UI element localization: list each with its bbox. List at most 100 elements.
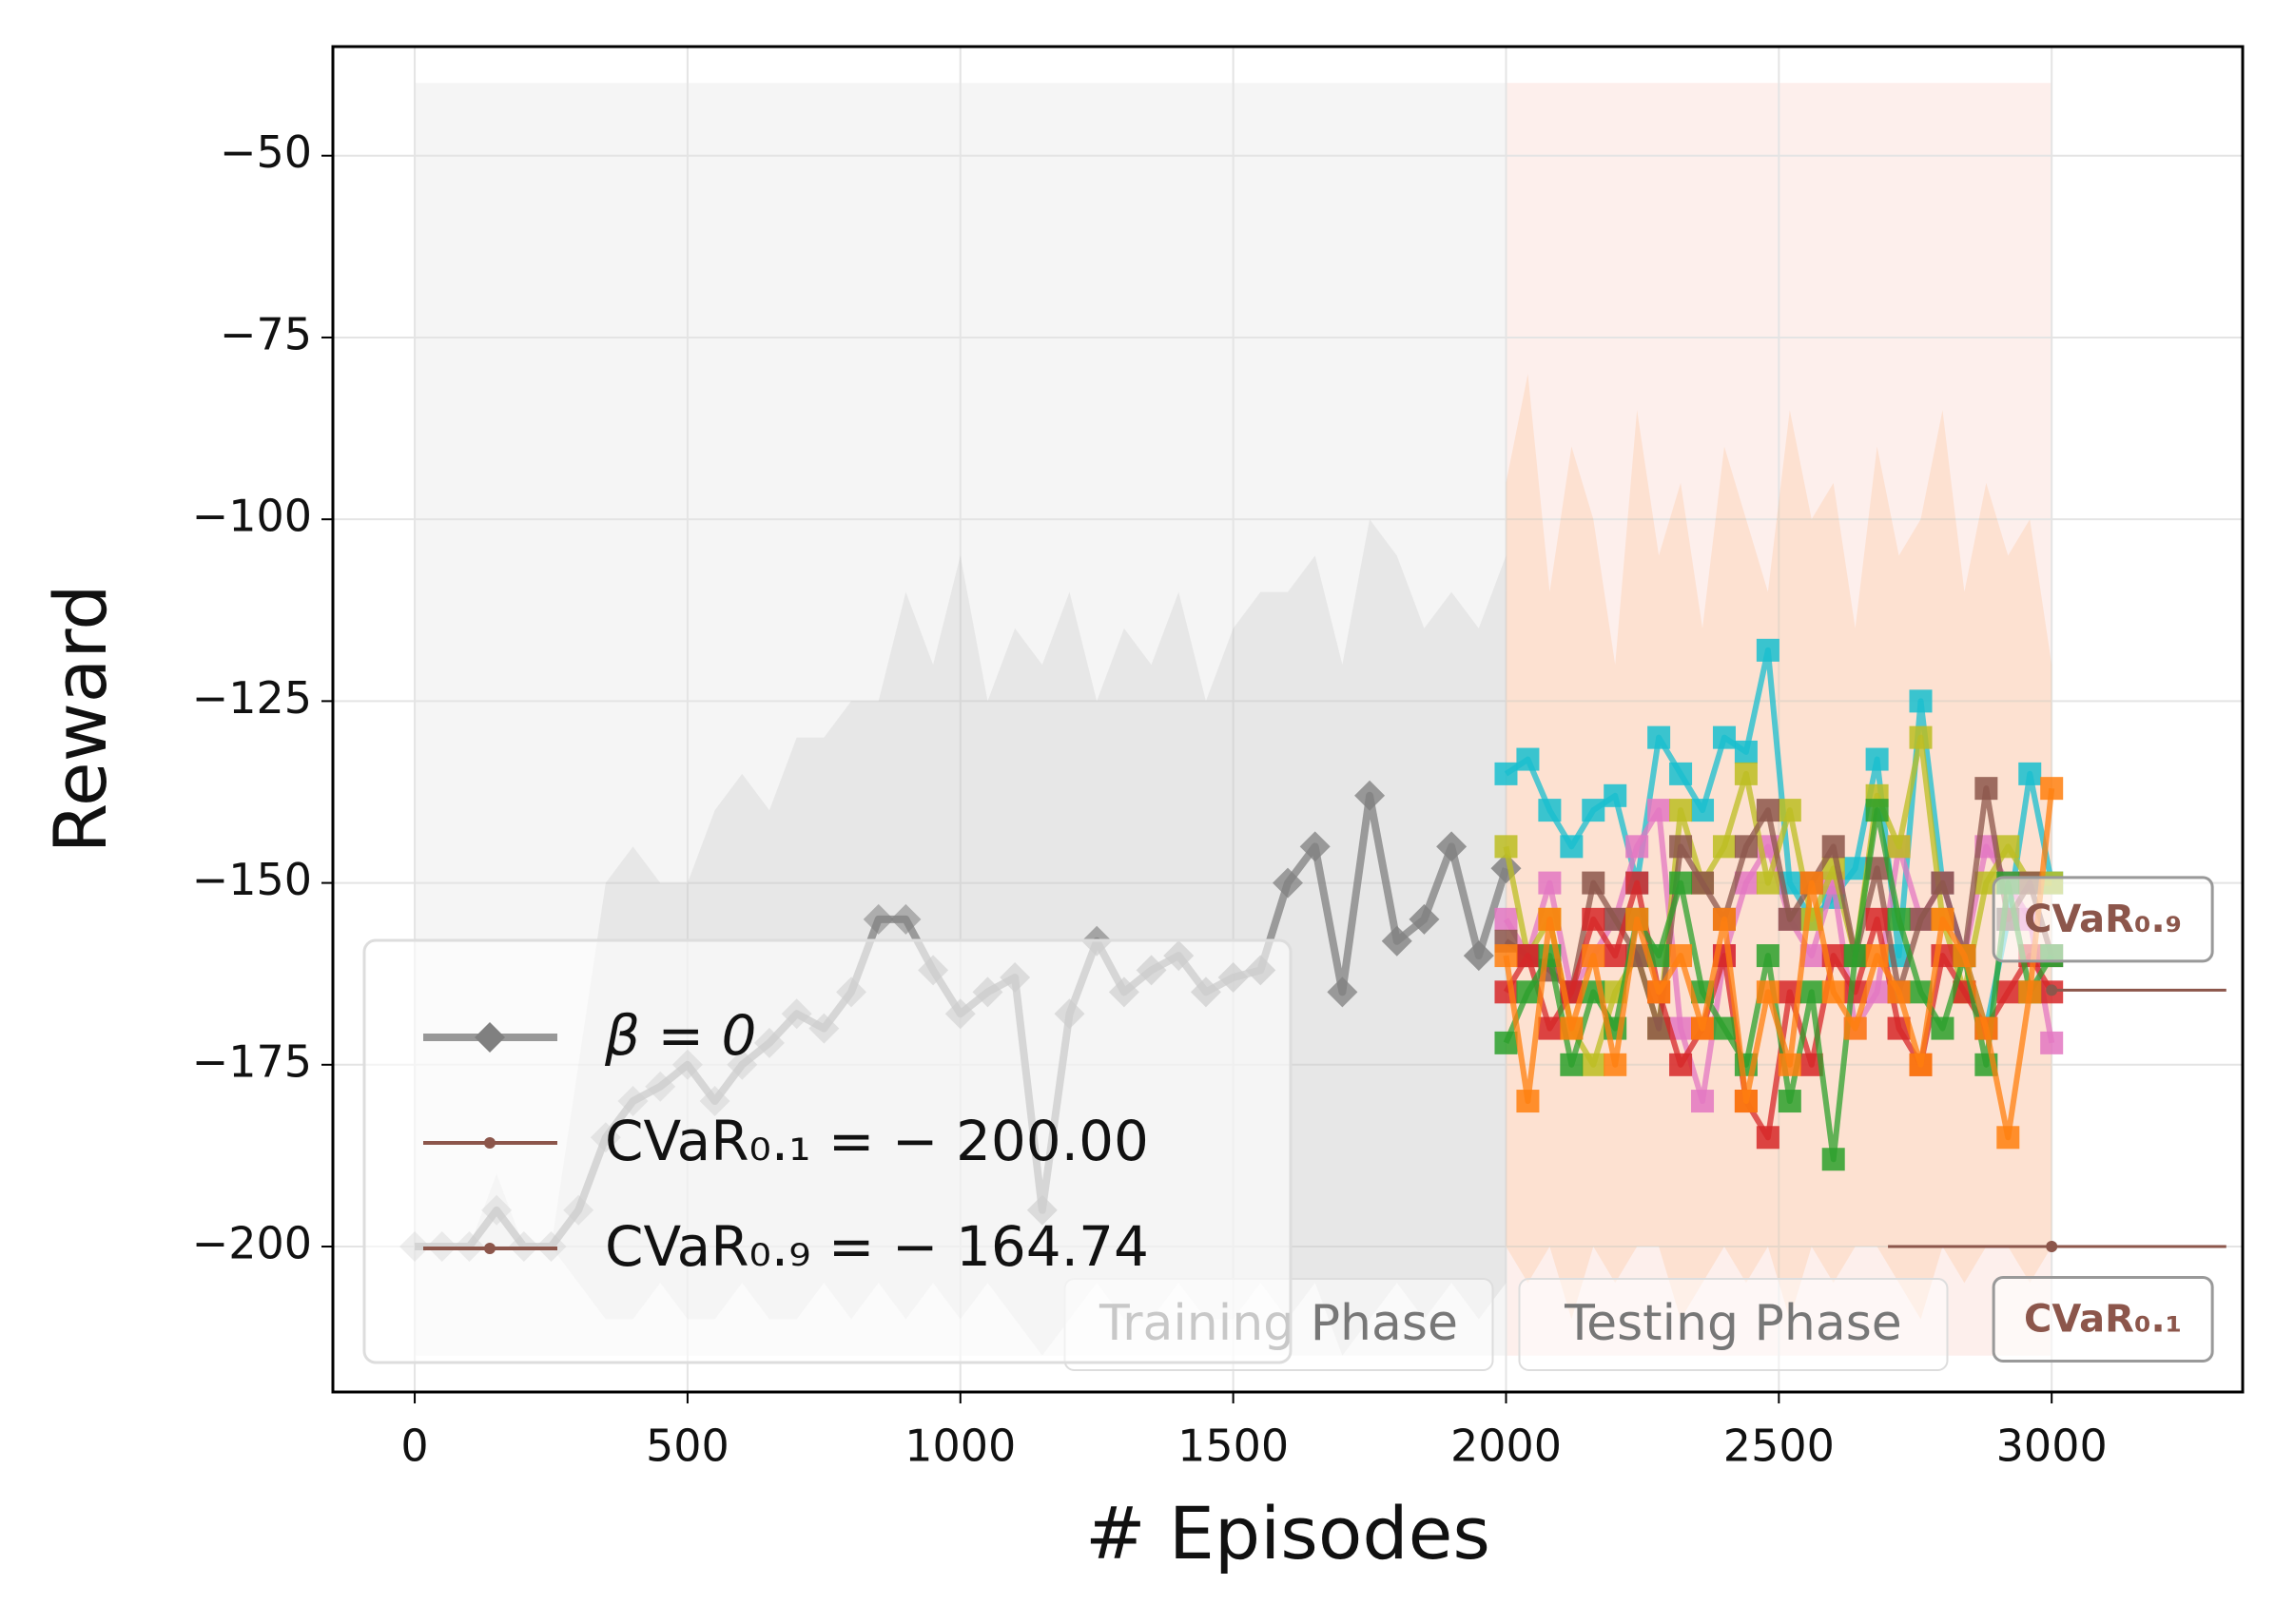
- square-marker: [1778, 799, 1801, 822]
- y-tick-label: −50: [220, 126, 312, 178]
- square-marker: [1560, 1016, 1584, 1040]
- square-marker: [1909, 907, 1933, 931]
- square-marker: [1712, 1016, 1736, 1040]
- square-marker: [1582, 907, 1605, 931]
- square-marker: [1516, 747, 1540, 771]
- diamond-marker: [1327, 976, 1358, 1008]
- y-tick-label: −150: [192, 854, 312, 905]
- square-marker: [1843, 1016, 1867, 1040]
- cvar-dot: [2046, 984, 2058, 996]
- square-marker: [1538, 907, 1562, 931]
- diamond-marker: [890, 903, 922, 935]
- x-tick-label: 1500: [1177, 1421, 1289, 1472]
- square-marker: [1996, 835, 2020, 859]
- diamond-marker: [1381, 925, 1412, 957]
- square-marker: [1669, 871, 1693, 895]
- diamond-marker: [1273, 867, 1303, 899]
- square-marker: [1538, 1016, 1562, 1040]
- legend-label: CVaR₀.₁ = − 200.00: [605, 1109, 1149, 1173]
- x-axis-label: # Episodes: [1085, 1491, 1490, 1576]
- y-tick-label: −175: [192, 1035, 312, 1087]
- square-marker: [1734, 740, 1758, 764]
- square-marker: [1691, 871, 1715, 895]
- square-marker: [1669, 944, 1693, 968]
- square-marker: [1494, 907, 1518, 931]
- square-marker: [1604, 944, 1627, 968]
- square-marker: [1756, 980, 1779, 1004]
- x-tick-label: 500: [646, 1421, 729, 1472]
- square-marker: [1712, 907, 1736, 931]
- square-marker: [1560, 835, 1584, 859]
- square-marker: [1494, 835, 1518, 859]
- phase-label: Testing Phase: [1564, 1295, 1902, 1352]
- square-marker: [1538, 871, 1562, 895]
- square-marker: [1712, 725, 1736, 749]
- square-marker: [1582, 871, 1605, 895]
- square-marker: [1974, 1016, 1998, 1040]
- square-marker: [1756, 871, 1779, 895]
- annotation: CVaR₀.₉: [2024, 898, 2182, 941]
- square-marker: [2040, 777, 2064, 801]
- square-marker: [1604, 783, 1627, 807]
- diamond-marker: [1409, 903, 1440, 935]
- square-marker: [1625, 871, 1649, 895]
- square-marker: [1691, 1016, 1715, 1040]
- square-marker: [1996, 980, 2020, 1004]
- square-marker: [1669, 835, 1693, 859]
- legend-swatch: [484, 1137, 496, 1149]
- square-marker: [1799, 871, 1823, 895]
- square-marker: [1669, 1053, 1693, 1076]
- square-marker: [1821, 1148, 1845, 1171]
- square-marker: [1996, 1126, 2020, 1150]
- square-marker: [1494, 1031, 1518, 1054]
- diamond-marker: [1463, 940, 1494, 972]
- square-marker: [1647, 725, 1671, 749]
- square-marker: [1691, 1090, 1715, 1113]
- square-marker: [1778, 907, 1801, 931]
- square-marker: [1712, 835, 1736, 859]
- square-marker: [1582, 1053, 1605, 1076]
- square-marker: [1734, 1090, 1758, 1113]
- square-marker: [1909, 725, 1933, 749]
- legend-box: [362, 938, 1293, 1364]
- square-marker: [1691, 799, 1715, 822]
- x-tick-label: 2000: [1450, 1421, 1562, 1472]
- square-marker: [1887, 907, 1911, 931]
- y-tick-label: −125: [192, 672, 312, 724]
- square-marker: [1887, 835, 1911, 859]
- x-tick-label: 3000: [1996, 1421, 2108, 1472]
- diamond-marker: [1436, 831, 1468, 862]
- diamond-marker: [1299, 831, 1331, 862]
- square-marker: [1756, 1126, 1779, 1150]
- plot-frame: [331, 45, 2245, 1394]
- series-line: [1503, 734, 2052, 1068]
- square-marker: [1974, 777, 1998, 801]
- square-marker: [1865, 747, 1889, 771]
- square-marker: [1909, 689, 1933, 713]
- diamond-marker: [1354, 780, 1386, 811]
- square-marker: [1647, 799, 1671, 822]
- square-marker: [2018, 762, 2042, 785]
- x-tick-label: 1000: [904, 1421, 1016, 1472]
- square-marker: [1778, 1090, 1801, 1113]
- square-marker: [1494, 944, 1518, 968]
- square-marker: [1582, 799, 1605, 822]
- square-marker: [1865, 799, 1889, 822]
- square-marker: [1887, 980, 1911, 1004]
- y-tick-label: −200: [192, 1218, 312, 1269]
- square-marker: [1647, 980, 1671, 1004]
- square-marker: [1734, 762, 1758, 785]
- y-tick-label: −75: [220, 308, 312, 359]
- legend-label: β = 0: [604, 1003, 756, 1068]
- cvar-dot: [2046, 1241, 2058, 1253]
- square-marker: [1931, 1016, 1954, 1040]
- square-marker: [1560, 1053, 1584, 1076]
- x-tick-label: 2500: [1723, 1421, 1835, 1472]
- square-marker: [1843, 944, 1867, 968]
- square-marker: [1516, 980, 1540, 1004]
- square-marker: [1625, 907, 1649, 931]
- square-marker: [1734, 835, 1758, 859]
- square-marker: [1756, 638, 1779, 662]
- square-marker: [1516, 1090, 1540, 1113]
- y-axis-label: Reward: [38, 584, 123, 853]
